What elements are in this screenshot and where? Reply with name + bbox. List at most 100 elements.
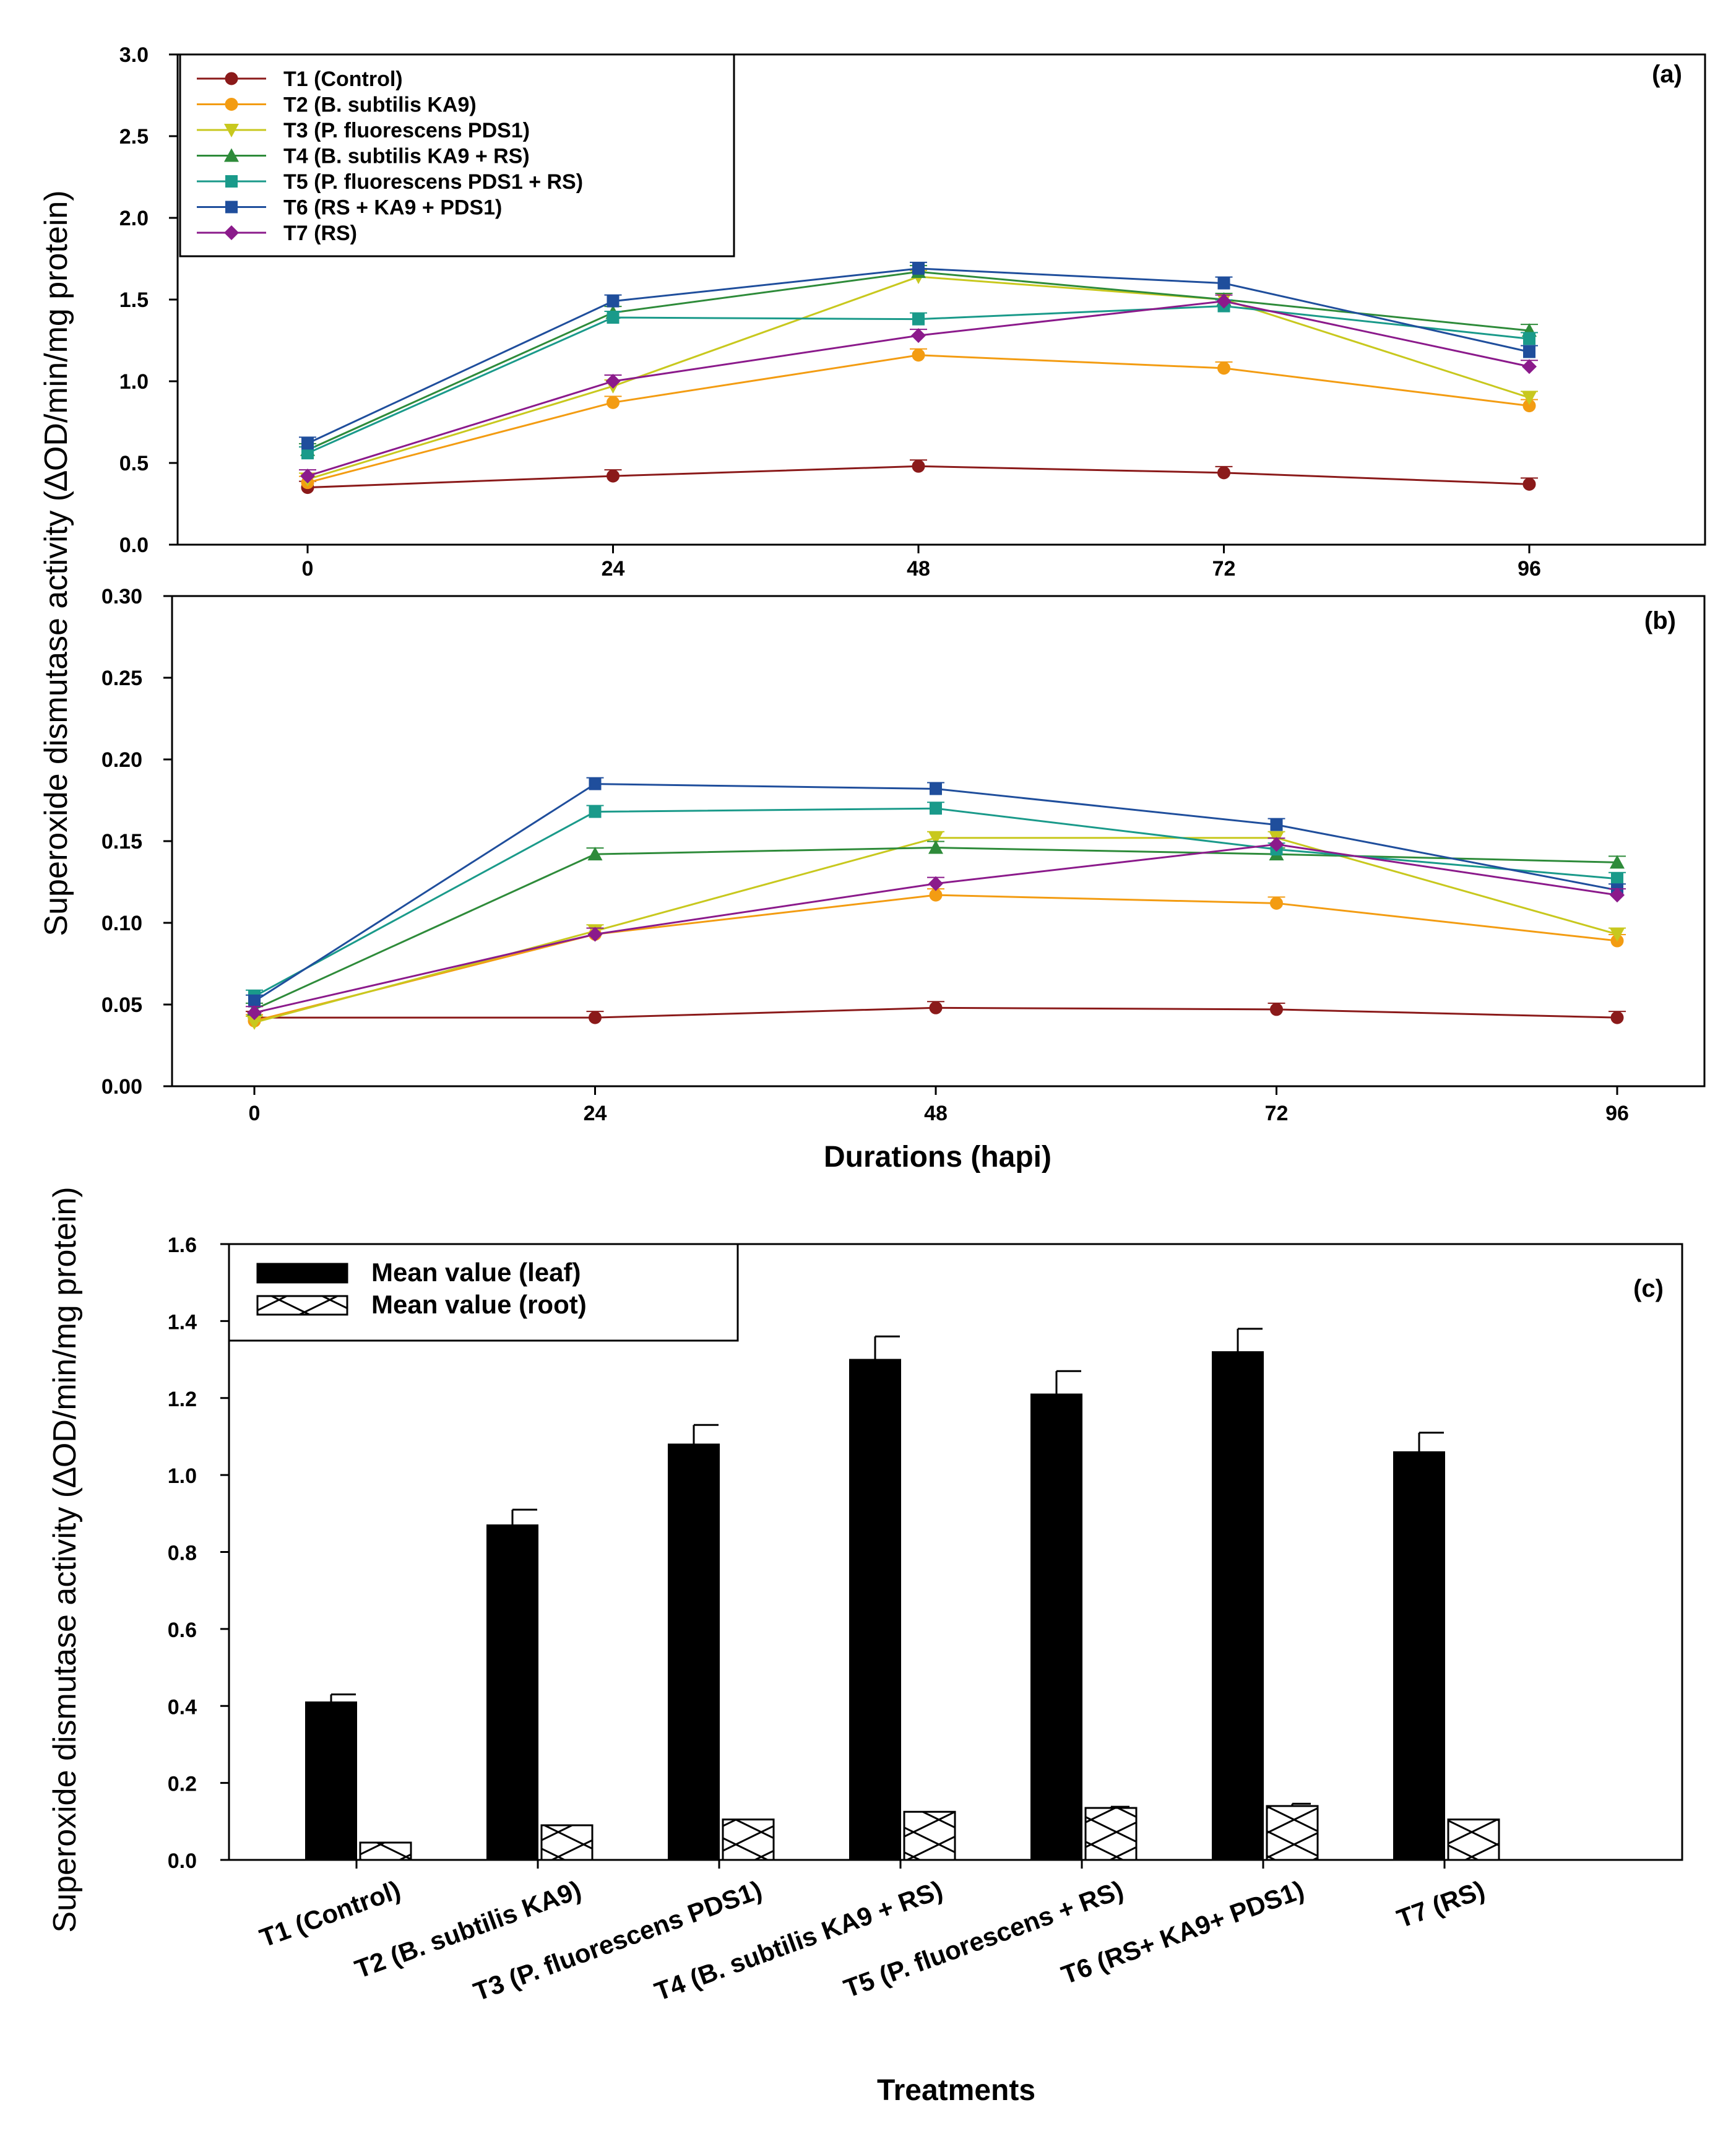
data-point	[589, 1011, 602, 1024]
data-point	[247, 1016, 262, 1031]
legend-marker	[224, 225, 239, 240]
x-tick-label: 24	[584, 1102, 607, 1125]
y-tick-label: 2.0	[119, 207, 149, 230]
data-point	[248, 995, 261, 1008]
data-point	[1216, 293, 1232, 309]
bar-leaf	[486, 1524, 538, 1861]
data-point	[247, 1005, 262, 1021]
data-point	[912, 313, 925, 326]
panel-a-label: (a)	[1652, 61, 1682, 88]
x-tick-label: 72	[1212, 557, 1236, 581]
data-point	[607, 311, 620, 324]
x-tick-label: 0	[302, 557, 314, 581]
y-tick-label: 0.20	[101, 748, 142, 772]
y-tick-label: 0.5	[119, 452, 149, 475]
x-tick-label: 0	[249, 1102, 261, 1125]
data-point	[1522, 391, 1537, 405]
legend-marker	[224, 148, 239, 162]
data-point	[930, 802, 942, 815]
data-point	[912, 262, 925, 275]
panel-a-axes: 0.0 0.5 1.0 1.5 2.0 2.5 3.0 0 24 48 72 96	[119, 43, 1541, 581]
bar-root	[1266, 1805, 1319, 1861]
bar-leaf	[1030, 1393, 1082, 1861]
y-tick-label: 1.6	[168, 1234, 197, 1257]
legend-label: T2 (B. subtilis KA9)	[283, 93, 477, 117]
bar-root	[540, 1824, 594, 1861]
x-tick-label: 72	[1265, 1102, 1289, 1125]
panel-c-label: (c)	[1633, 1275, 1664, 1302]
legend-label: T1 (Control)	[283, 67, 403, 91]
series-line	[307, 275, 1530, 480]
y-tick-label: 1.0	[119, 370, 149, 394]
legend-swatch	[256, 1295, 348, 1316]
y-tick-label: 3.0	[119, 43, 149, 67]
data-point	[587, 847, 603, 861]
legend-frame	[228, 1243, 739, 1342]
bar-leaf	[668, 1443, 720, 1861]
data-point	[605, 374, 621, 389]
y-axis-title-c: Superoxide dismutase activity (∆OD/min/m…	[47, 1187, 83, 1932]
data-point	[1522, 477, 1536, 491]
legend-marker	[225, 72, 238, 85]
y-tick-label: 0.05	[101, 993, 142, 1017]
legend-label: T4 (B. subtilis KA9 + RS)	[283, 145, 530, 168]
bar-root	[1084, 1807, 1138, 1861]
y-tick-label: 0.2	[168, 1773, 197, 1796]
data-point	[607, 295, 620, 308]
data-point	[1217, 466, 1230, 480]
data-point	[1610, 928, 1625, 942]
legend-label: Mean value (leaf)	[371, 1258, 581, 1287]
data-point	[1611, 872, 1623, 885]
data-point	[1522, 359, 1537, 374]
panel-b-label: (b)	[1644, 607, 1676, 634]
bar-leaf	[1393, 1451, 1445, 1861]
data-point	[1610, 888, 1625, 903]
data-point	[300, 469, 315, 484]
x-category-label: T7 (RS)	[1393, 1875, 1488, 1933]
y-tick-label: 0.10	[101, 912, 142, 935]
data-point	[1269, 837, 1284, 852]
panel-c-bars	[305, 1328, 1500, 1861]
data-point	[1610, 1011, 1624, 1024]
x-axis-title-c: Treatments	[877, 2074, 1035, 2107]
series-line	[254, 843, 1618, 1014]
data-point	[1610, 855, 1625, 869]
panel-a-legend: T1 (Control)T2 (B. subtilis KA9)T3 (P. f…	[179, 53, 735, 257]
data-point	[912, 348, 925, 362]
data-point	[301, 437, 314, 450]
data-point	[1217, 277, 1230, 290]
legend-marker	[225, 98, 238, 111]
panel-a-series	[299, 261, 1538, 495]
y-tick-label: 1.4	[168, 1310, 197, 1334]
data-point	[1270, 1003, 1283, 1016]
x-tick-label: 48	[924, 1102, 948, 1125]
data-point	[928, 831, 943, 845]
y-tick-label: 0.25	[101, 667, 142, 690]
y-tick-label: 1.2	[168, 1388, 197, 1411]
data-point	[928, 876, 943, 891]
y-tick-label: 0.6	[168, 1619, 197, 1642]
data-point	[589, 777, 602, 790]
data-point	[1523, 345, 1535, 358]
data-point	[912, 459, 925, 473]
legend-label: T5 (P. fluorescens PDS1 + RS)	[283, 170, 583, 194]
series-line	[307, 300, 1530, 477]
y-tick-label: 1.5	[119, 288, 149, 312]
panel-c-legend: Mean value (leaf) Mean value (root)	[228, 1243, 739, 1342]
panel-b-line-chart: 0.00 0.05 0.10 0.15 0.20 0.25 0.30 0 24 48 72 96 (b…	[101, 585, 1706, 1174]
x-category-label: T3 (P. fluorescens PDS1)	[470, 1875, 766, 2006]
legend-marker	[225, 175, 238, 188]
legend-label: T3 (P. fluorescens PDS1)	[283, 119, 530, 142]
x-tick-label: 24	[602, 557, 625, 581]
legend-marker	[224, 124, 239, 137]
legend-label: T6 (RS + KA9 + PDS1)	[283, 196, 502, 220]
bar-leaf	[305, 1701, 357, 1861]
legend-label: Mean value (root)	[371, 1290, 587, 1319]
data-point	[587, 927, 603, 942]
bar-root	[722, 1818, 775, 1861]
bar-root	[1447, 1818, 1500, 1861]
data-point	[589, 805, 602, 818]
y-axis-title-ab: Superoxide dismutase activity (∆OD/min/m…	[38, 190, 74, 936]
bar-root	[359, 1841, 412, 1861]
